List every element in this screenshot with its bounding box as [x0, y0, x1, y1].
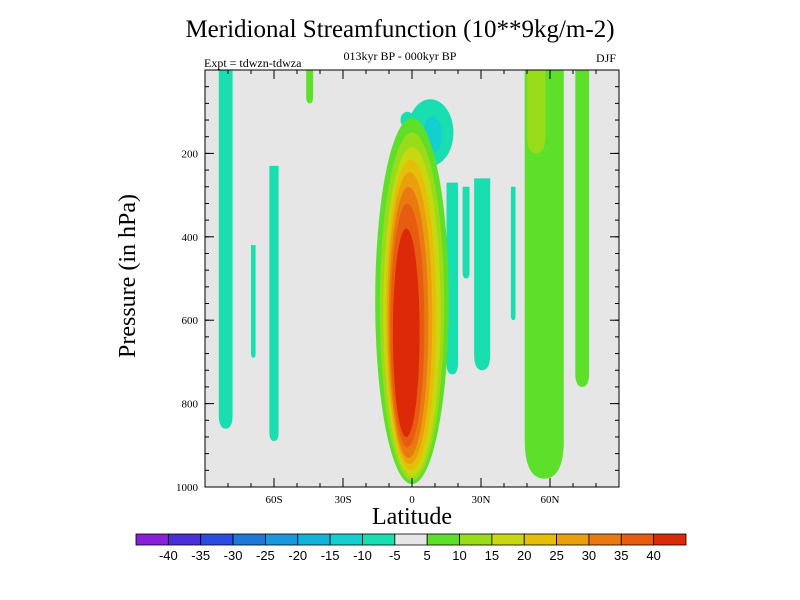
colorbar-swatch: [426, 533, 460, 546]
x-tick-label: 0: [409, 494, 415, 506]
y-tick-label: 600: [182, 315, 199, 327]
x-tick-label: 30N: [472, 494, 491, 506]
colorbar-tick-label: 15: [485, 548, 499, 563]
colorbar-swatch: [200, 533, 234, 546]
colorbar-tick-label: 20: [517, 548, 531, 563]
colorbar-swatch: [265, 533, 299, 546]
colorbar-swatch: [556, 533, 590, 546]
colorbar-tick-label: -15: [321, 548, 340, 563]
axes: 60S 30S 0 30N 60N 200 400 600 800 1000: [176, 69, 620, 506]
colorbar-tick-label: 40: [646, 548, 660, 563]
colorbar-tick-label: 35: [614, 548, 628, 563]
y-tick-label: 800: [182, 399, 199, 411]
colorbar-swatch: [491, 533, 525, 546]
colorbar-swatch: [588, 533, 622, 546]
colorbar-swatch: [394, 533, 428, 546]
contour-band-nh-23n: [462, 186, 470, 279]
x-tick-label: 60N: [541, 494, 560, 506]
colorbar-tick-label: 30: [582, 548, 596, 563]
y-tick-label: 1000: [176, 482, 199, 494]
colorbar-tick-label: -20: [288, 548, 307, 563]
contour-band-nh-44n: [510, 186, 516, 321]
colorbar-swatch: [523, 533, 557, 546]
y-tick-label: 400: [182, 232, 199, 244]
x-tick-label: 30S: [334, 494, 351, 506]
contour-tropical-cell-level-8: [392, 228, 420, 437]
colorbar-tick-label: -5: [389, 548, 401, 563]
colorbar-swatch: [232, 533, 266, 546]
season-label: DJF: [596, 51, 617, 65]
colorbar-swatch: [620, 533, 655, 546]
colorbar-swatch: [653, 533, 687, 546]
plot-area: [205, 70, 619, 487]
colorbar-tick-label: -35: [191, 548, 210, 563]
colorbar-tick-label: -25: [256, 548, 275, 563]
experiment-label: Expt = tdwzn-tdwza: [204, 56, 302, 70]
contour-band-nh-30n: [474, 178, 491, 371]
contour-band-nh-55n: [524, 70, 564, 479]
colorbar-swatch: [329, 533, 363, 546]
x-axis-label: Latitude: [372, 504, 452, 530]
colorbar-tick-label: 10: [452, 548, 466, 563]
chart-subtitle: 013kyr BP - 000kyr BP: [343, 49, 457, 63]
colorbar: -40 -35 -30 -25 -20 -15 -10 -5 5 10 15 20 25 30 35 40: [135, 533, 687, 563]
colorbar-swatch: [297, 533, 331, 546]
colorbar-tick-label: 5: [424, 548, 431, 563]
contour-band-sh-80s: [218, 70, 233, 429]
colorbar-swatch: [135, 533, 169, 546]
contour-band-sh-45s: [306, 70, 314, 104]
contour-band-sh-70s: [251, 245, 256, 358]
colorbar-tick-label: -10: [353, 548, 372, 563]
colorbar-swatch: [459, 533, 493, 546]
contour-band-nh-18n: [446, 182, 458, 375]
colorbar-tick-label: -30: [224, 548, 243, 563]
colorbar-swatch: [362, 533, 396, 546]
y-tick-label: 200: [182, 148, 199, 160]
contour-band-nh-75n: [575, 70, 590, 387]
colorbar-swatch: [167, 533, 202, 546]
colorbar-tick-label: -40: [159, 548, 178, 563]
contour-band-nh-55n-upper: [527, 70, 546, 154]
chart-title: Meridional Streamfunction (10**9kg/m-2): [185, 16, 615, 43]
colorbar-tick-label: 25: [549, 548, 563, 563]
contour-band-sh-60s: [269, 165, 279, 442]
y-axis-label: Pressure (in hPa): [115, 194, 141, 358]
x-tick-label: 60S: [265, 494, 282, 506]
